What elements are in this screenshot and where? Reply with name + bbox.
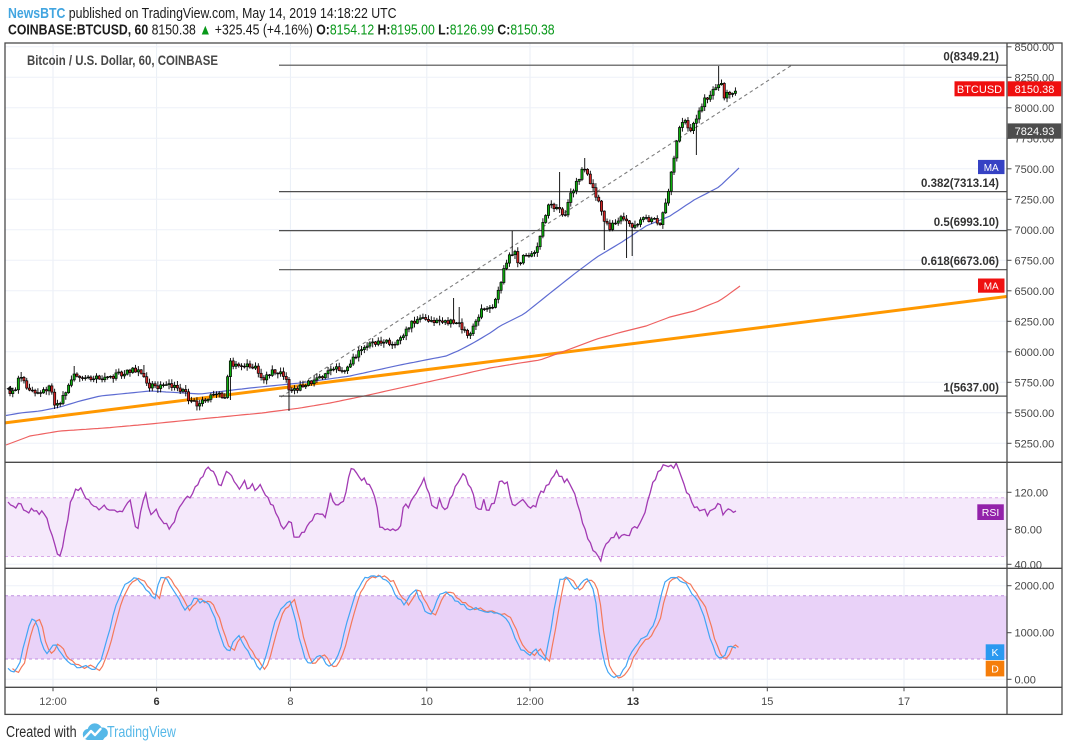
svg-text:120.00: 120.00 bbox=[1015, 487, 1049, 499]
svg-text:5750.00: 5750.00 bbox=[1015, 377, 1055, 389]
svg-text:MA: MA bbox=[984, 163, 999, 174]
svg-text:5500.00: 5500.00 bbox=[1015, 408, 1055, 420]
svg-text:0.5(6993.10): 0.5(6993.10) bbox=[934, 217, 999, 229]
svg-text:7250.00: 7250.00 bbox=[1015, 194, 1055, 206]
svg-text:12:00: 12:00 bbox=[39, 696, 67, 708]
svg-text:8: 8 bbox=[287, 696, 293, 708]
svg-text:MA: MA bbox=[984, 282, 999, 293]
svg-text:BTCUSD: BTCUSD bbox=[957, 84, 1002, 96]
svg-text:7824.93: 7824.93 bbox=[1015, 126, 1055, 138]
svg-text:80.00: 80.00 bbox=[1015, 524, 1043, 536]
svg-text:NewsBTC published on TradingVi: NewsBTC published on TradingView.com, Ma… bbox=[8, 5, 397, 21]
svg-text:8000.00: 8000.00 bbox=[1015, 103, 1055, 115]
svg-text:1(5637.00): 1(5637.00) bbox=[943, 383, 999, 395]
svg-text:6: 6 bbox=[154, 696, 160, 708]
svg-text:7000.00: 7000.00 bbox=[1015, 225, 1055, 237]
svg-text:5250.00: 5250.00 bbox=[1015, 438, 1055, 450]
svg-text:6250.00: 6250.00 bbox=[1015, 316, 1055, 328]
svg-text:0.382(7313.14): 0.382(7313.14) bbox=[921, 178, 999, 190]
svg-text:15: 15 bbox=[761, 696, 773, 708]
svg-text:RSI: RSI bbox=[982, 507, 1000, 519]
svg-text:17: 17 bbox=[898, 696, 910, 708]
svg-text:Bitcoin / U.S. Dollar, 60, COI: Bitcoin / U.S. Dollar, 60, COINBASE bbox=[27, 53, 218, 68]
svg-text:6750.00: 6750.00 bbox=[1015, 255, 1055, 267]
svg-text:2000.00: 2000.00 bbox=[1015, 581, 1055, 593]
svg-text:12:00: 12:00 bbox=[516, 696, 544, 708]
svg-text:6500.00: 6500.00 bbox=[1015, 286, 1055, 298]
svg-text:0(8349.21): 0(8349.21) bbox=[943, 52, 999, 64]
svg-text:D: D bbox=[991, 664, 999, 676]
svg-text:0.618(6673.06): 0.618(6673.06) bbox=[921, 256, 999, 268]
svg-text:Created with: Created with bbox=[6, 723, 77, 741]
svg-text:TradingView: TradingView bbox=[107, 723, 177, 741]
svg-text:10: 10 bbox=[421, 696, 433, 708]
svg-text:13: 13 bbox=[627, 696, 639, 708]
svg-text:K: K bbox=[991, 647, 998, 659]
svg-text:8500.00: 8500.00 bbox=[1015, 42, 1055, 54]
svg-text:0.00: 0.00 bbox=[1015, 674, 1036, 686]
svg-text:40.00: 40.00 bbox=[1015, 559, 1043, 571]
svg-text:7500.00: 7500.00 bbox=[1015, 164, 1055, 176]
svg-text:1000.00: 1000.00 bbox=[1015, 628, 1055, 640]
svg-text:COINBASE:BTCUSD, 60 8150.38 ▲: COINBASE:BTCUSD, 60 8150.38 ▲ +325.45 (+… bbox=[8, 21, 555, 37]
svg-text:8150.38: 8150.38 bbox=[1015, 84, 1055, 96]
svg-text:6000.00: 6000.00 bbox=[1015, 347, 1055, 359]
